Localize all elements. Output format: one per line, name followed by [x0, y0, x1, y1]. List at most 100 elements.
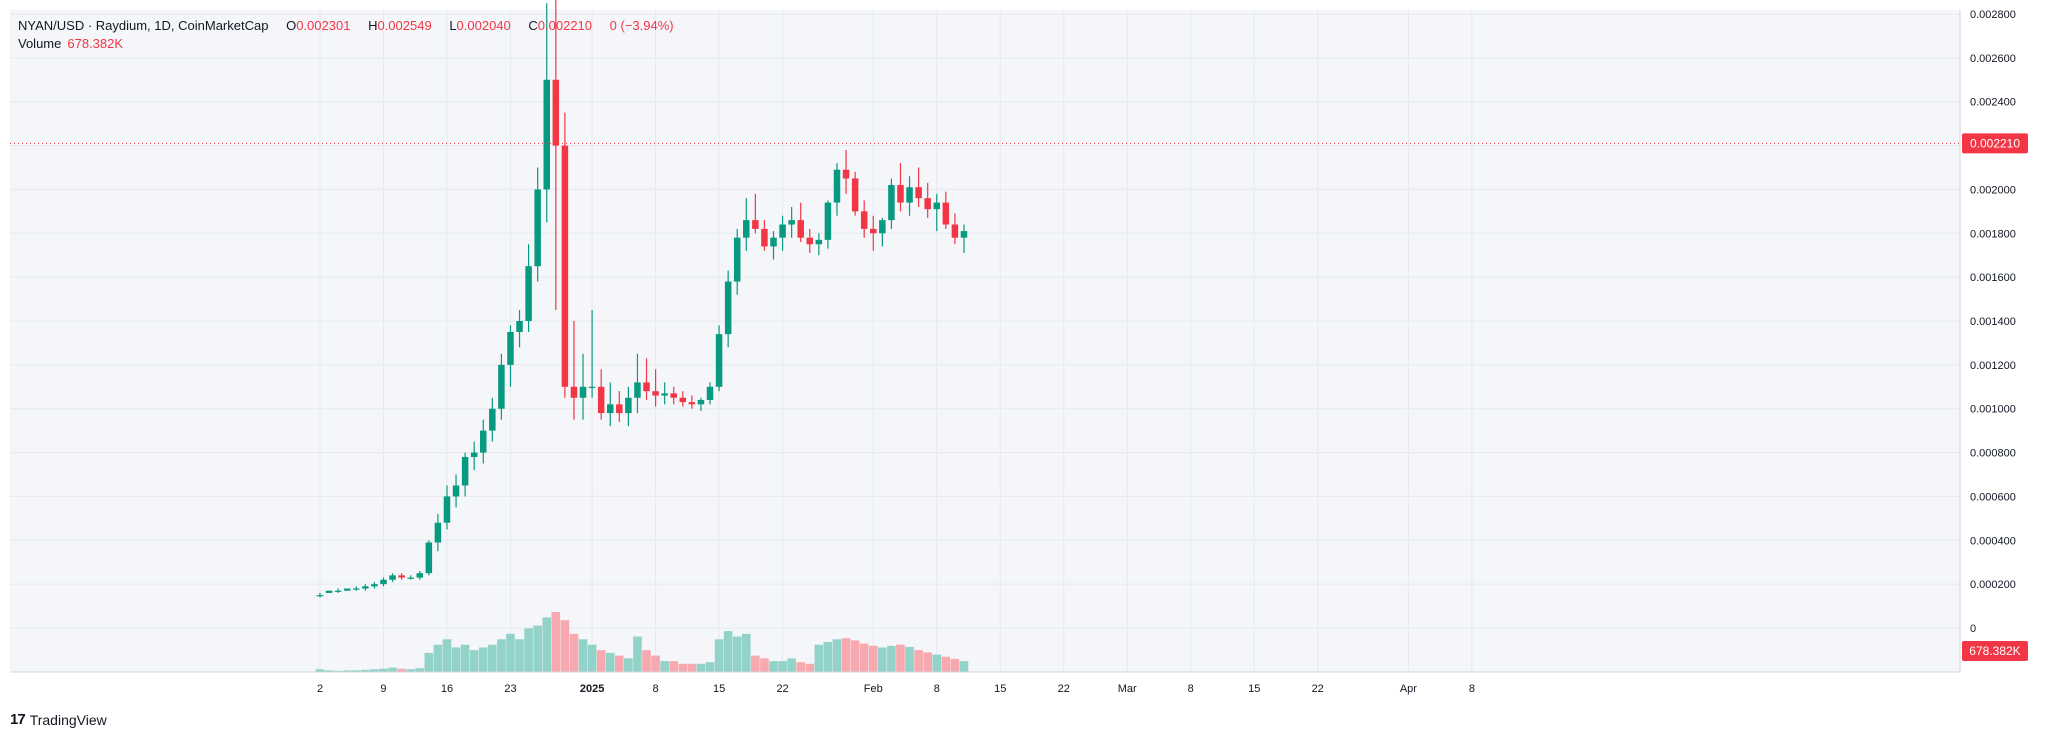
volume-bar[interactable]: [814, 644, 824, 672]
volume-bar[interactable]: [460, 644, 470, 672]
volume-bar[interactable]: [732, 636, 742, 672]
candle-body[interactable]: [942, 202, 950, 225]
candle-body[interactable]: [416, 573, 424, 578]
candle-body[interactable]: [733, 237, 741, 282]
candle-body[interactable]: [688, 402, 696, 405]
candle-body[interactable]: [561, 145, 569, 387]
tradingview-brand[interactable]: 17 TradingView: [10, 711, 107, 728]
volume-bar[interactable]: [905, 646, 914, 672]
volume-bar[interactable]: [932, 654, 942, 672]
volume-bar[interactable]: [850, 640, 860, 672]
volume-bar[interactable]: [887, 645, 896, 672]
candle-body[interactable]: [815, 239, 823, 245]
volume-bar[interactable]: [751, 655, 760, 672]
candle-body[interactable]: [325, 590, 333, 593]
volume-bar[interactable]: [424, 652, 434, 672]
candle-body[interactable]: [434, 522, 442, 543]
candle-body[interactable]: [516, 321, 523, 332]
volume-bar[interactable]: [959, 661, 969, 672]
volume-bar[interactable]: [515, 639, 524, 672]
volume-bar[interactable]: [442, 639, 452, 672]
volume-bar[interactable]: [551, 612, 561, 672]
volume-bar[interactable]: [560, 620, 570, 672]
plot-background[interactable]: [10, 10, 1960, 672]
volume-bar[interactable]: [760, 658, 769, 672]
volume-bar[interactable]: [524, 628, 533, 672]
candle-body[interactable]: [743, 220, 750, 238]
candle-body[interactable]: [870, 228, 877, 234]
candle-body[interactable]: [824, 202, 832, 240]
volume-bar[interactable]: [333, 670, 343, 672]
volume-bar[interactable]: [497, 639, 506, 672]
candle-body[interactable]: [498, 364, 505, 409]
candle-body[interactable]: [797, 220, 804, 238]
candle-body[interactable]: [398, 575, 405, 578]
candle-body[interactable]: [933, 202, 941, 210]
volume-bar[interactable]: [859, 643, 869, 672]
candle-body[interactable]: [480, 430, 487, 453]
volume-bar[interactable]: [406, 669, 415, 672]
candle-body[interactable]: [380, 579, 387, 585]
volume-bar[interactable]: [914, 650, 923, 672]
candle-body[interactable]: [643, 382, 650, 392]
candle-body[interactable]: [761, 228, 768, 247]
candle-body[interactable]: [461, 456, 469, 486]
volume-bar[interactable]: [370, 669, 379, 672]
volume-bar[interactable]: [533, 625, 542, 672]
volume-bar[interactable]: [778, 661, 787, 672]
volume-bar[interactable]: [769, 661, 778, 672]
candle-body[interactable]: [906, 187, 913, 203]
candle-body[interactable]: [960, 231, 968, 238]
volume-bar[interactable]: [950, 658, 960, 672]
candle-body[interactable]: [362, 586, 369, 589]
candle-body[interactable]: [888, 185, 895, 221]
volume-bar[interactable]: [633, 636, 642, 672]
volume-bar[interactable]: [506, 633, 515, 672]
volume-bar[interactable]: [896, 644, 905, 672]
candle-body[interactable]: [652, 391, 659, 396]
volume-bar[interactable]: [787, 658, 796, 672]
candle-body[interactable]: [679, 397, 687, 403]
candle-body[interactable]: [661, 393, 668, 396]
candle-body[interactable]: [860, 211, 868, 229]
volume-bar[interactable]: [605, 652, 615, 672]
volume-bar[interactable]: [324, 670, 334, 672]
candle-body[interactable]: [316, 595, 324, 597]
candle-body[interactable]: [706, 386, 714, 400]
candle-body[interactable]: [525, 266, 532, 321]
volume-bar[interactable]: [678, 663, 688, 672]
volume-bar[interactable]: [878, 647, 887, 672]
candle-body[interactable]: [915, 187, 922, 199]
candle-body[interactable]: [634, 382, 641, 398]
volume-bar[interactable]: [361, 669, 370, 672]
volume-bar[interactable]: [741, 633, 751, 672]
candle-body[interactable]: [407, 577, 414, 579]
candle-body[interactable]: [951, 224, 959, 238]
volume-bar[interactable]: [796, 662, 806, 672]
volume-bar[interactable]: [542, 617, 552, 672]
candle-body[interactable]: [489, 408, 496, 431]
volume-bar[interactable]: [315, 669, 325, 672]
candle-body[interactable]: [770, 237, 777, 247]
volume-bar[interactable]: [714, 639, 724, 672]
volume-bar[interactable]: [596, 650, 606, 672]
volume-bar[interactable]: [705, 662, 715, 672]
candle-body[interactable]: [507, 331, 514, 365]
symbol-title[interactable]: NYAN/USD · Raydium, 1D, CoinMarketCap: [18, 18, 269, 33]
volume-bar[interactable]: [342, 670, 352, 672]
candle-body[interactable]: [851, 178, 859, 212]
volume-bar[interactable]: [832, 639, 842, 672]
volume-bar[interactable]: [696, 663, 706, 672]
volume-bar[interactable]: [868, 645, 878, 672]
volume-bar[interactable]: [351, 670, 361, 672]
candle-body[interactable]: [371, 584, 378, 587]
candle-body[interactable]: [616, 404, 623, 414]
candle-body[interactable]: [452, 485, 460, 497]
volume-bar[interactable]: [379, 668, 388, 672]
candle-body[interactable]: [534, 189, 541, 267]
volume-bar[interactable]: [642, 650, 651, 672]
candle-body[interactable]: [579, 386, 587, 398]
volume-bar[interactable]: [651, 655, 660, 672]
volume-bar[interactable]: [388, 667, 397, 672]
